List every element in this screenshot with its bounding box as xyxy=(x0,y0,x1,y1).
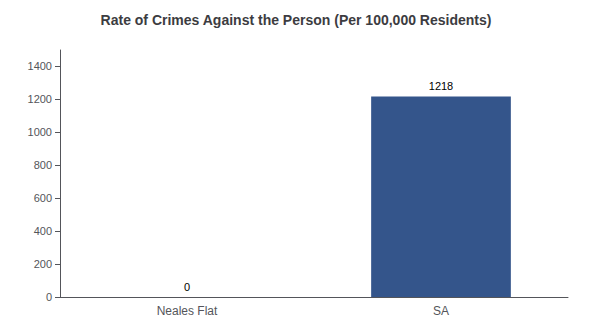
svg-text:800: 800 xyxy=(34,159,52,171)
svg-text:Rate of Crimes Against the Per: Rate of Crimes Against the Person (Per 1… xyxy=(101,12,492,28)
svg-text:600: 600 xyxy=(34,192,52,204)
svg-text:1218: 1218 xyxy=(429,80,453,92)
svg-text:0: 0 xyxy=(46,291,52,303)
svg-text:0: 0 xyxy=(184,281,190,293)
svg-text:1000: 1000 xyxy=(28,126,52,138)
svg-text:Neales Flat: Neales Flat xyxy=(157,304,218,318)
svg-text:1400: 1400 xyxy=(28,60,52,72)
svg-text:400: 400 xyxy=(34,225,52,237)
svg-text:1200: 1200 xyxy=(28,93,52,105)
svg-text:200: 200 xyxy=(34,258,52,270)
svg-text:SA: SA xyxy=(433,304,449,318)
